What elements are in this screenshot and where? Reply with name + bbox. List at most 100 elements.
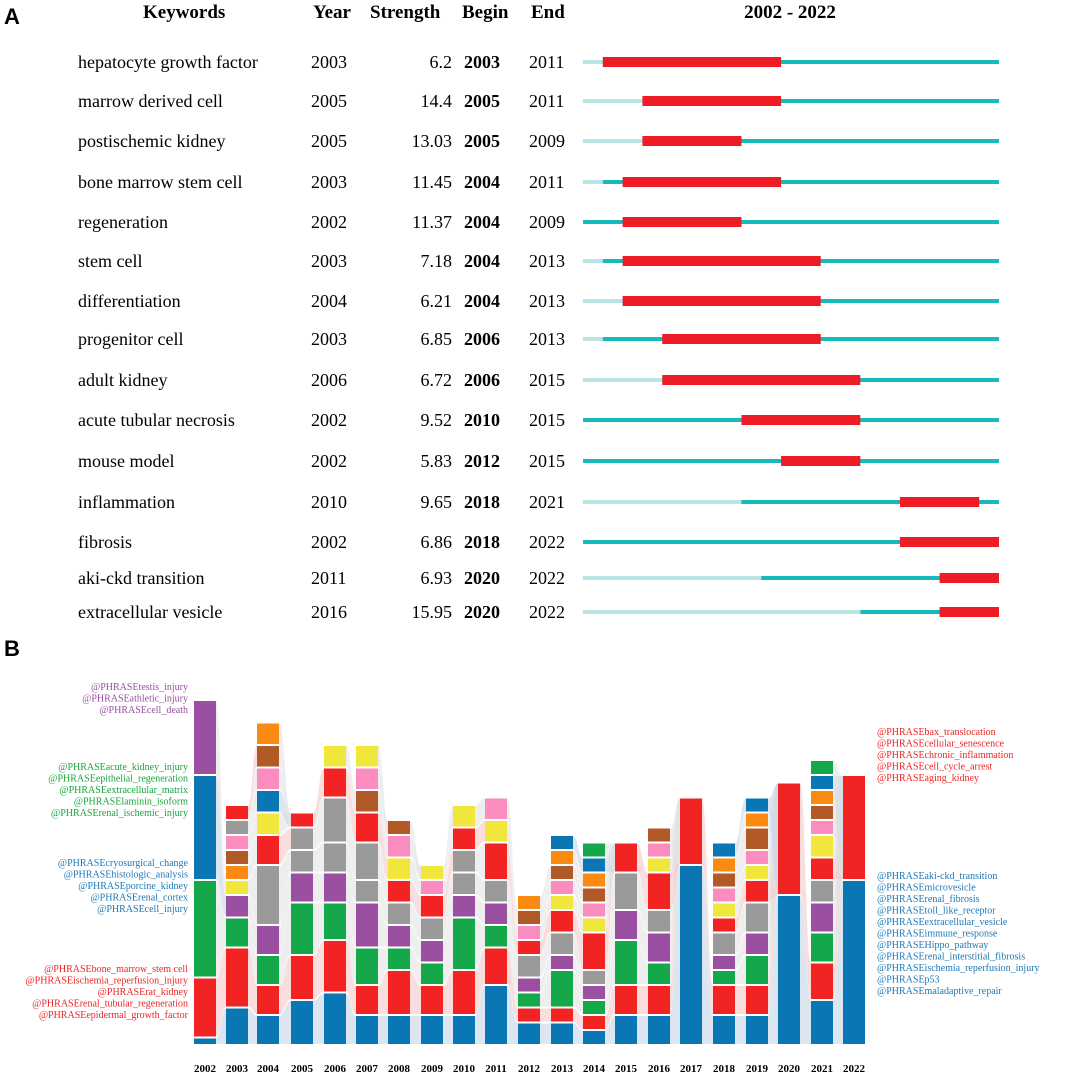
stack-segment	[518, 911, 540, 924]
flow-band	[670, 798, 680, 864]
year-tick: 2014	[583, 1063, 606, 1075]
year-tick: 2008	[388, 1063, 411, 1075]
flow-band	[702, 798, 713, 1014]
panel-a-burst-chart: A Keywords Year Strength Begin End 2002 …	[4, 2, 999, 622]
flow-band	[248, 813, 257, 864]
flow-band	[378, 903, 388, 947]
range-header: 2002 - 2022	[744, 2, 836, 23]
flow-band	[800, 783, 811, 999]
stack-segment	[615, 1016, 637, 1044]
burst-segment	[642, 96, 782, 106]
flow-band	[313, 843, 324, 872]
flow-band	[735, 798, 746, 857]
flow-band	[248, 948, 257, 1014]
end-value: 2009	[529, 131, 565, 151]
phrase-label: @PHRASEmicrovesicle	[877, 883, 976, 894]
stack-segment	[324, 843, 346, 872]
keyword-label: marrow derived cell	[78, 91, 223, 111]
stack-segment	[356, 813, 378, 842]
stack-segment	[615, 941, 637, 984]
burst-segment	[662, 334, 821, 344]
stack-segment	[421, 866, 443, 879]
flow-band	[346, 993, 356, 1044]
year-tick: 2010	[453, 1063, 476, 1075]
stack-segment	[713, 986, 735, 1014]
phrase-label: @PHRASEp53	[877, 975, 940, 986]
phrase-label: @PHRASEextracellular_matrix	[59, 785, 188, 796]
stack-segment	[518, 941, 540, 954]
strength-value: 9.52	[421, 410, 453, 430]
stack-segment	[811, 761, 833, 774]
flow-band	[410, 821, 421, 879]
inactive-segment	[583, 337, 603, 341]
year-value: 2016	[311, 602, 347, 622]
flow-band	[378, 746, 388, 834]
stack-segment	[746, 866, 768, 879]
burst-segment	[662, 375, 861, 385]
stack-segment	[551, 971, 573, 1007]
phrase-label: @PHRASEcell_injury	[97, 904, 188, 915]
stack-segment	[615, 843, 637, 872]
burst-segment	[781, 456, 861, 466]
flow-band	[279, 1001, 291, 1044]
active-segment	[602, 60, 999, 64]
flow-band	[346, 903, 356, 984]
flow-band	[637, 941, 648, 984]
phrase-label: @PHRASEcell_cycle_arrest	[877, 762, 993, 773]
stack-segment	[615, 986, 637, 1014]
stack-segment	[583, 1001, 605, 1014]
stack-segment	[257, 723, 279, 744]
stack-segment	[648, 986, 670, 1014]
stack-segment	[583, 858, 605, 872]
stack-segment	[257, 866, 279, 924]
stack-segment	[551, 956, 573, 969]
keyword-label: acute tubular necrosis	[78, 410, 235, 430]
stack-segment	[713, 903, 735, 917]
flow-band	[475, 896, 485, 924]
end-value: 2015	[529, 370, 565, 390]
year-tick: 2018	[713, 1063, 736, 1075]
flow-band	[768, 896, 778, 1044]
stack-segment	[778, 783, 800, 894]
begin-header: Begin	[462, 2, 509, 23]
strength-value: 13.03	[412, 131, 453, 151]
phrase-label: @PHRASEischemia_reperfusion_injury	[877, 963, 1040, 974]
flow-band	[735, 881, 746, 932]
flow-band	[443, 828, 453, 894]
stack-segment	[778, 896, 800, 1044]
year-value: 2003	[311, 251, 347, 271]
flow-band	[443, 918, 453, 984]
flow-band	[443, 873, 453, 939]
phrase-label: @PHRASEporcine_kidney	[78, 881, 188, 892]
strength-value: 6.86	[421, 532, 453, 552]
begin-value: 2020	[464, 602, 500, 622]
end-value: 2022	[529, 532, 565, 552]
stack-segment	[583, 1031, 605, 1044]
flow-band	[378, 1016, 388, 1044]
year-tick: 2009	[421, 1063, 444, 1075]
year-value: 2003	[311, 52, 347, 72]
flow-band	[378, 791, 388, 857]
stack-segment	[257, 813, 279, 834]
flow-band	[507, 881, 518, 977]
strength-value: 14.4	[421, 91, 453, 111]
stack-segment	[226, 881, 248, 894]
stack-segment	[453, 806, 475, 827]
flow-band	[248, 866, 257, 924]
stack-segment	[257, 986, 279, 1014]
alluvial-flows	[216, 701, 843, 1044]
stack-segment	[746, 881, 768, 902]
stack-segment	[485, 798, 507, 819]
stack-segment	[713, 888, 735, 902]
stack-segment	[648, 828, 670, 842]
year-tick: 2004	[257, 1063, 280, 1075]
stack-segment	[811, 881, 833, 902]
flow-band	[833, 761, 843, 879]
flow-band	[637, 843, 648, 909]
keywords-header: Keywords	[143, 2, 225, 23]
phrase-label: @PHRASEimmune_response	[877, 929, 998, 940]
stack-segment	[291, 873, 313, 902]
flow-band	[702, 866, 713, 1044]
phrase-label: @PHRASEaging_kidney	[877, 773, 979, 784]
stack-segment	[746, 956, 768, 984]
